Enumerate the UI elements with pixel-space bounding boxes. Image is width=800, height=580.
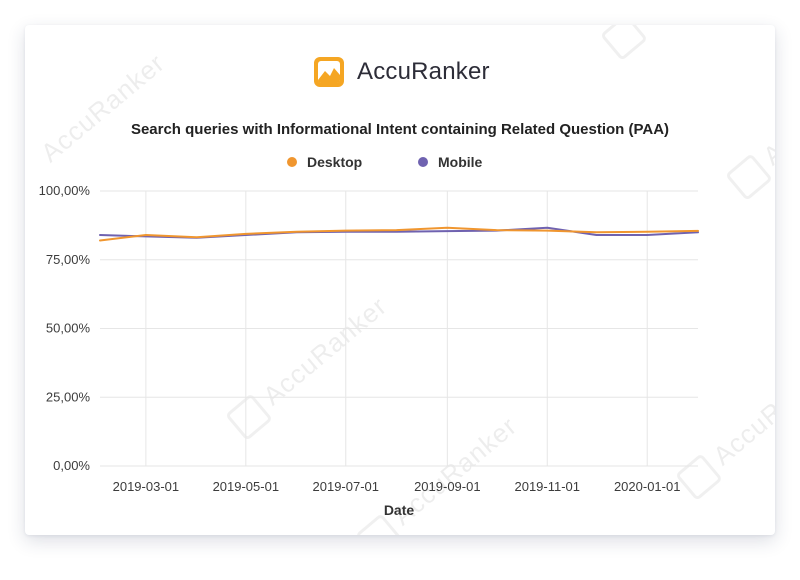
brand-header: AccuRanker	[313, 56, 490, 88]
chart-card: AccuRanker AccuRanker AccuRanker AccuRan…	[25, 25, 775, 535]
y-tick-label: 0,00%	[53, 458, 90, 473]
chart-legend: Desktop Mobile	[25, 154, 775, 172]
accuranker-logo-icon	[314, 57, 344, 87]
y-tick-label: 25,00%	[46, 389, 91, 404]
x-tick-label: 2019-05-01	[213, 479, 280, 494]
x-tick-label: 2020-01-01	[614, 479, 681, 494]
series-line-desktop	[99, 226, 699, 242]
chart-title: Search queries with Informational Intent…	[130, 121, 670, 138]
brand-name: AccuRanker	[357, 58, 490, 85]
legend-item-desktop[interactable]: Desktop	[287, 154, 362, 170]
y-tick-label: 75,00%	[46, 252, 91, 267]
x-tick-label: 2019-03-01	[113, 479, 180, 494]
x-tick-label: 2019-11-01	[514, 479, 580, 494]
legend-item-mobile[interactable]: Mobile	[418, 154, 482, 170]
legend-label: Desktop	[307, 154, 363, 170]
y-tick-label: 50,00%	[46, 321, 91, 336]
legend-dot-icon	[418, 157, 428, 167]
y-tick-label: 100,00%	[39, 183, 91, 198]
legend-dot-icon	[287, 157, 297, 167]
x-tick-label: 2019-09-01	[414, 479, 481, 494]
x-tick-label: 2019-07-01	[313, 479, 380, 494]
legend-label: Mobile	[438, 154, 483, 170]
x-axis-title: Date	[384, 502, 415, 518]
line-chart: 0,00% 25,00% 50,00% 75,00% 100,00% 2019-03-01…	[39, 183, 699, 518]
